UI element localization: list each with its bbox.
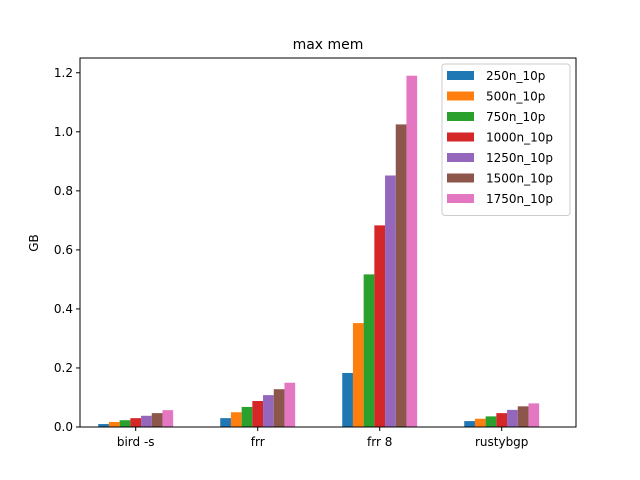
legend-swatch bbox=[447, 132, 474, 142]
bar-1750n_10p-frr-8 bbox=[406, 75, 418, 427]
bar-250n_10p-frr-8 bbox=[342, 372, 353, 427]
bar-500n_10p-bird--s bbox=[108, 421, 120, 427]
legend-swatch bbox=[447, 173, 474, 183]
y-tick-label: 1.0 bbox=[54, 125, 73, 139]
bar-1000n_10p-frr bbox=[252, 401, 264, 427]
bar-1000n_10p-frr-8 bbox=[374, 225, 386, 427]
x-tick-label: frr bbox=[251, 435, 265, 449]
bar-500n_10p-frr-8 bbox=[352, 323, 364, 427]
y-tick-label: 0.6 bbox=[54, 243, 73, 257]
y-tick-label: 0.8 bbox=[54, 184, 73, 198]
x-tick-label: bird -s bbox=[117, 435, 155, 449]
bar-1750n_10p-rustybgp bbox=[528, 403, 540, 427]
bar-1750n_10p-bird--s bbox=[162, 410, 174, 427]
bar-750n_10p-rustybgp bbox=[485, 416, 497, 427]
bar-750n_10p-frr-8 bbox=[363, 274, 375, 427]
legend-entry: 1000n_10p bbox=[486, 131, 553, 145]
bar-250n_10p-rustybgp bbox=[464, 421, 475, 427]
bar-1000n_10p-bird--s bbox=[130, 418, 142, 427]
legend-entry: 750n_10p bbox=[486, 110, 545, 124]
legend-entry: 1750n_10p bbox=[486, 192, 553, 206]
x-tick-label: rustybgp bbox=[475, 435, 528, 449]
bar-1500n_10p-frr bbox=[273, 389, 285, 427]
bar-500n_10p-rustybgp bbox=[474, 418, 486, 427]
bars-group bbox=[98, 75, 540, 428]
bar-1250n_10p-bird--s bbox=[141, 415, 152, 427]
legend-swatch bbox=[447, 71, 474, 80]
y-tick-label: 0.4 bbox=[54, 302, 73, 316]
plot-frame bbox=[79, 57, 577, 428]
chart-title: max mem bbox=[293, 37, 364, 53]
legend-entry: 250n_10p bbox=[486, 69, 545, 83]
bar-250n_10p-frr bbox=[220, 418, 231, 427]
legend-entry: 500n_10p bbox=[486, 90, 545, 104]
bar-1250n_10p-rustybgp bbox=[507, 409, 518, 427]
bar-250n_10p-bird--s bbox=[98, 424, 109, 427]
legend-swatch bbox=[447, 153, 474, 162]
x-axis: bird -s frr frr 8 rustybgp bbox=[117, 427, 528, 449]
y-tick-label: 0.2 bbox=[54, 361, 73, 375]
legend-entry: 1500n_10p bbox=[486, 172, 553, 186]
bar-1250n_10p-frr bbox=[263, 395, 274, 427]
x-tick-label: frr 8 bbox=[367, 435, 392, 449]
y-tick-label: 1.2 bbox=[54, 66, 73, 80]
legend-swatch bbox=[447, 194, 474, 203]
legend-swatch bbox=[447, 91, 474, 101]
legend-swatch bbox=[447, 112, 474, 121]
bar-750n_10p-frr bbox=[241, 406, 253, 427]
bar-1500n_10p-bird--s bbox=[151, 413, 163, 427]
y-tick-label: 0.0 bbox=[54, 420, 73, 434]
legend: 250n_10p 500n_10p 750n_10p 1000n_10p 1250n_1… bbox=[441, 63, 571, 216]
legend-entry: 1250n_10p bbox=[486, 151, 553, 165]
bar-1750n_10p-frr bbox=[284, 382, 296, 427]
y-axis: 0.0 0.2 0.4 0.6 0.8 1.0 1.2 bbox=[54, 66, 80, 434]
y-axis-label: GB bbox=[27, 234, 41, 252]
bar-1000n_10p-rustybgp bbox=[496, 413, 508, 427]
bar-750n_10p-bird--s bbox=[119, 420, 131, 427]
bar-1250n_10p-frr-8 bbox=[385, 175, 396, 427]
bar-500n_10p-frr bbox=[230, 412, 242, 427]
bar-1500n_10p-frr-8 bbox=[395, 124, 407, 428]
bar-1500n_10p-rustybgp bbox=[517, 406, 529, 427]
